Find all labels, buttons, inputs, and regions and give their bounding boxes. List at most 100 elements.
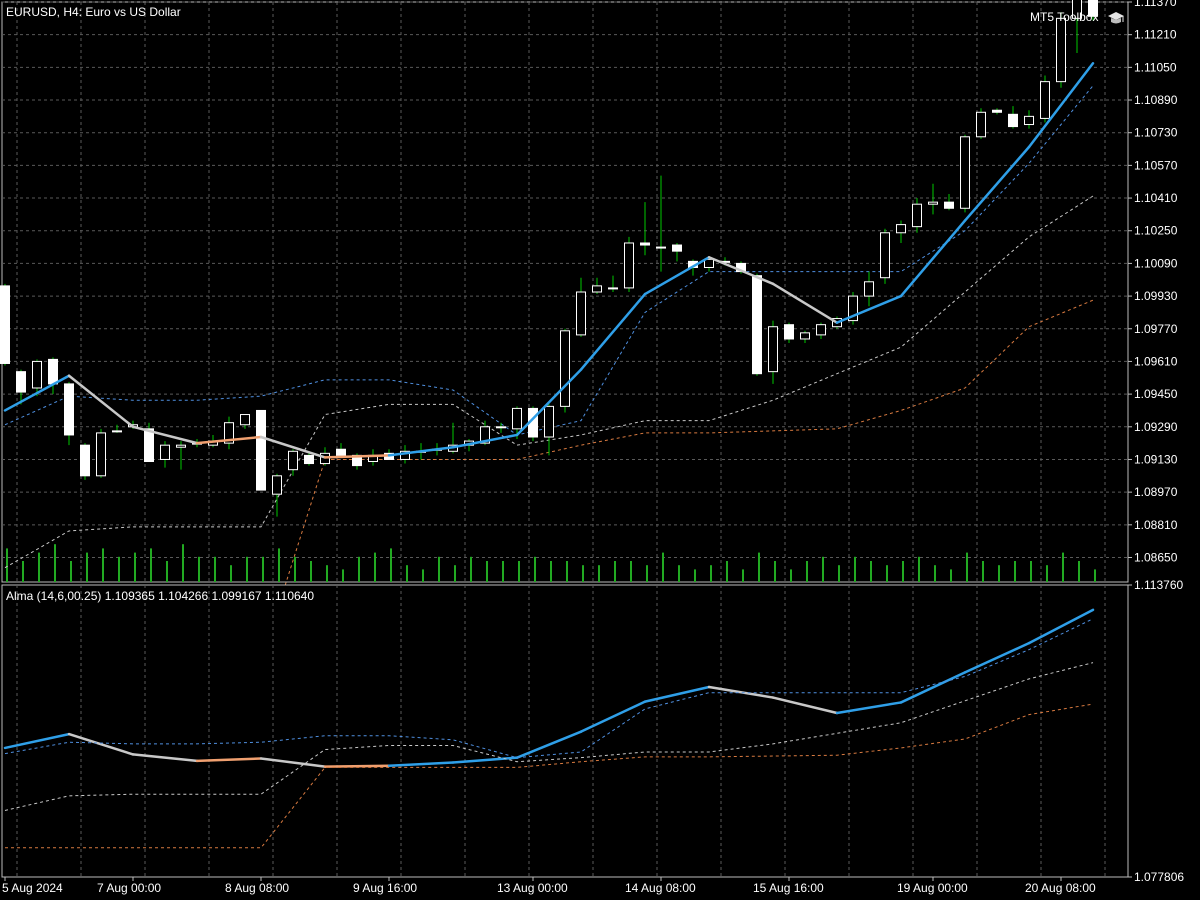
indicator-pane-frame	[1, 584, 1129, 878]
price-alma-segment	[67, 374, 135, 429]
candle-body	[784, 324, 794, 340]
candle-body	[496, 426, 506, 429]
indicator-alma-segment	[259, 757, 327, 768]
indicator-alma-segment	[323, 764, 391, 768]
indicator-band-blue-line	[4, 618, 1094, 759]
time-axis-tick-label: 7 Aug 00:00	[97, 881, 161, 895]
indicator-band-orange-line	[5, 703, 1094, 849]
price-y-tick-label: 1.11050	[1134, 60, 1177, 74]
price-y-tick-label: 1.09290	[1134, 420, 1178, 434]
candle-body	[752, 275, 762, 375]
price-y-tick-label: 1.09450	[1134, 387, 1178, 401]
candle-body	[64, 383, 74, 436]
price-y-tick-label: 1.10730	[1134, 126, 1178, 140]
price-y-tick-label: 1.11210	[1134, 28, 1177, 42]
candle-body	[576, 291, 586, 336]
candle-body	[32, 360, 42, 389]
price-y-tick-label: 1.10890	[1134, 93, 1178, 107]
indicator-alma-segment	[515, 730, 583, 759]
candle-body	[304, 454, 314, 465]
candle-body	[864, 281, 874, 297]
candle-body	[1008, 113, 1018, 128]
candle-body	[592, 285, 602, 293]
candle-body	[640, 242, 650, 246]
price-pane-frame	[1, 1, 1129, 583]
candle-body	[896, 224, 906, 234]
candle-body	[336, 448, 346, 456]
price-y-tick-label: 1.09930	[1134, 289, 1178, 303]
price-y-tick-label: 1.08810	[1134, 518, 1178, 532]
candle-body	[944, 201, 954, 209]
indicator-alma-segment	[1027, 608, 1095, 645]
indicator-alma-segment	[67, 732, 135, 756]
candle-body	[656, 246, 666, 249]
candle-body	[800, 332, 810, 340]
candle-body	[960, 136, 970, 209]
price-alma-segment	[515, 368, 583, 437]
candle-body	[240, 414, 250, 426]
toolbox-label[interactable]: MT5 Toolbox	[1030, 10, 1098, 24]
candle-body	[160, 444, 170, 460]
candle-body	[272, 475, 282, 495]
candle-body	[816, 324, 826, 336]
time-axis-tick-label: 9 Aug 16:00	[353, 881, 417, 895]
indicator-lines	[3, 608, 1095, 849]
price-y-tick-label: 1.09130	[1134, 452, 1178, 466]
indicator-pane[interactable]: 1.113760 1.077806 Alma (14,6,00.25) 1.109…	[1, 578, 1184, 884]
price-alma-segment	[259, 435, 327, 459]
volume-bars	[6, 544, 1096, 582]
indicator-label: Alma (14,6,00.25) 1.109365 1.104266 1.09…	[6, 589, 314, 603]
candles	[0, 0, 1098, 517]
price-alma-segment	[195, 435, 263, 445]
candle-body	[256, 409, 266, 491]
price-y-tick-label: 1.08970	[1134, 485, 1178, 499]
price-alma-segment	[323, 454, 391, 459]
price-y-tick-label: 1.08650	[1134, 550, 1178, 564]
candle-body	[400, 450, 410, 460]
price-alma-segment	[131, 425, 199, 445]
symbol-label: EURUSD, H4: Euro vs US Dollar	[6, 5, 181, 19]
candle-body	[1072, 0, 1082, 19]
candle-body	[544, 405, 554, 438]
price-alma-segment	[963, 145, 1031, 222]
price-alma-segment	[899, 219, 967, 298]
time-axis-tick-label: 15 Aug 16:00	[753, 881, 824, 895]
price-y-tick-label: 1.10090	[1134, 256, 1178, 270]
price-alma-segment	[835, 294, 903, 324]
candle-body	[992, 109, 1002, 113]
indicator-y-tick-label: 1.113760	[1134, 578, 1183, 592]
time-axis-tick-label: 20 Aug 08:00	[1025, 881, 1096, 895]
candle-body	[704, 258, 714, 268]
price-y-tick-label: 1.09610	[1134, 354, 1178, 368]
candle-body	[176, 444, 186, 448]
indicator-y-tick-label: 1.077806	[1134, 870, 1184, 884]
indicator-alma-segment	[707, 685, 775, 699]
candle-body	[880, 232, 890, 279]
price-y-axis: 1.11370 1.11210 1.11050 1.10890 1.10730 1.105…	[1128, 0, 1178, 564]
candle-body	[608, 287, 618, 290]
candle-body	[16, 371, 26, 393]
indicator-alma-segment	[387, 761, 455, 768]
indicator-alma-segment	[3, 732, 71, 750]
price-pane[interactable]: 1.11370 1.11210 1.11050 1.10890 1.10730 1.105…	[0, 0, 1178, 663]
indicator-alma-segment	[451, 756, 519, 764]
indicator-y-axis: 1.113760 1.077806	[1128, 578, 1184, 884]
candle-body	[512, 407, 522, 430]
candle-body	[96, 432, 106, 477]
candle-body	[112, 430, 122, 433]
time-axis-tick-label: 13 Aug 00:00	[497, 881, 568, 895]
candle-body	[912, 203, 922, 228]
price-alma-segment	[643, 256, 711, 296]
indicator-alma-segment	[963, 641, 1031, 674]
price-alma-line	[3, 62, 1095, 459]
price-alma-segment	[3, 374, 71, 412]
candle-body	[560, 330, 570, 407]
candle-body	[288, 450, 298, 471]
time-axis: 5 Aug 2024 7 Aug 00:00 8 Aug 08:00 9 Aug 16…	[2, 877, 1096, 895]
price-alma-segment	[387, 445, 455, 457]
indicator-alma-segment	[771, 696, 839, 715]
candle-body	[480, 426, 490, 444]
indicator-grid	[16, 585, 1106, 877]
graduation-cap-icon[interactable]	[1108, 12, 1124, 24]
